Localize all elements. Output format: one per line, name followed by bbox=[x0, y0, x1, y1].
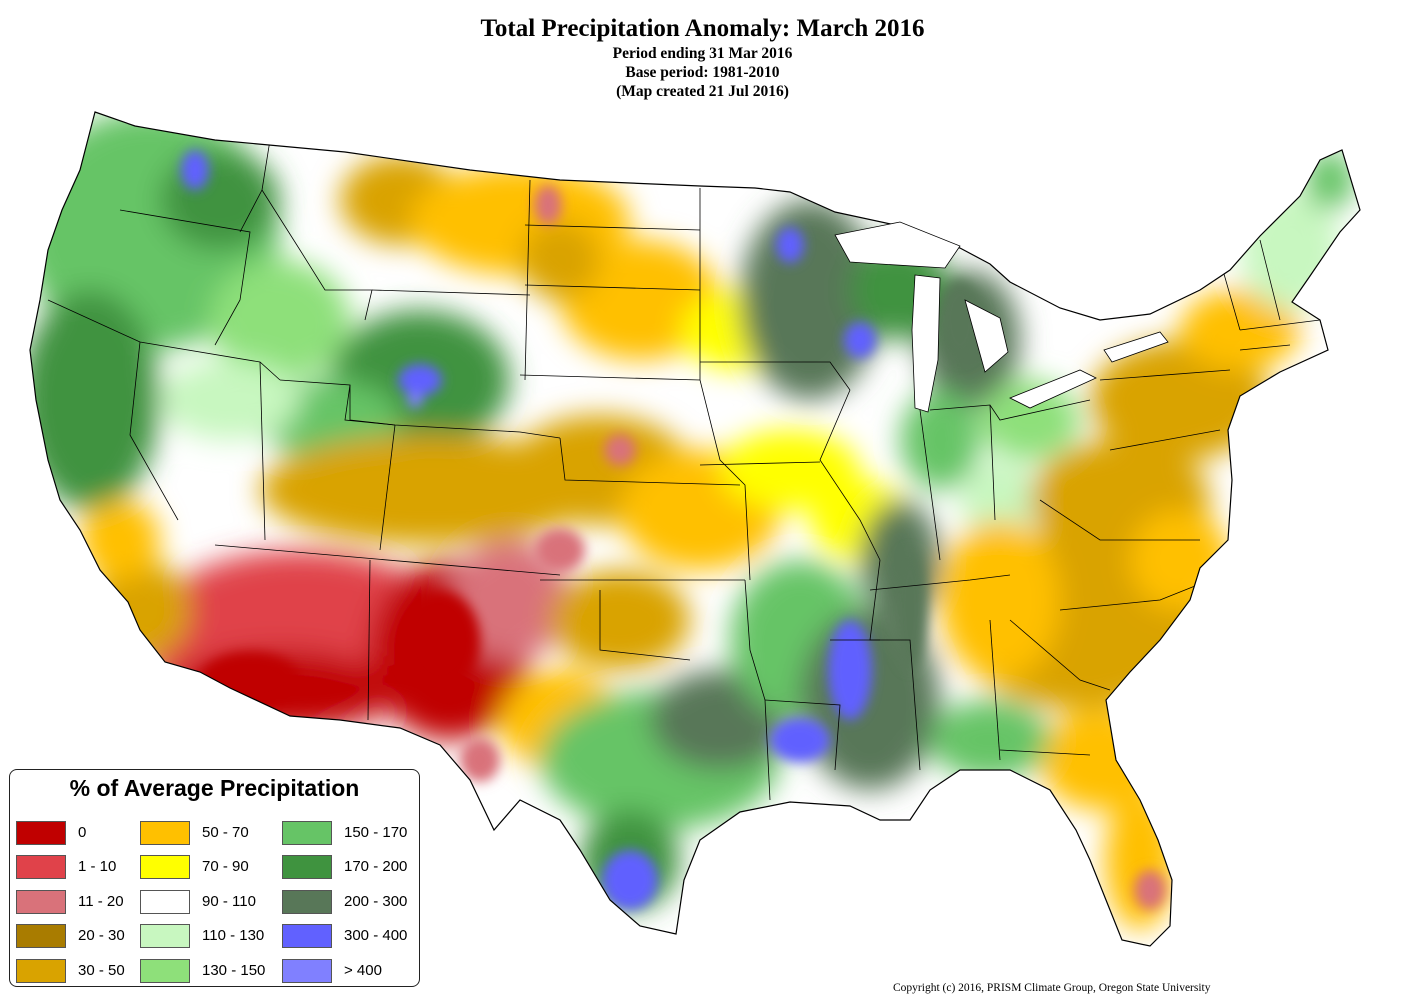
legend-swatch bbox=[16, 855, 66, 879]
legend-swatch bbox=[16, 821, 66, 845]
legend-item: 110 - 130 bbox=[140, 923, 275, 951]
base-period: Base period: 1981-2010 bbox=[625, 64, 780, 81]
us-outline bbox=[29, 111, 1361, 947]
legend-swatch bbox=[282, 959, 332, 983]
legend-label: 0 bbox=[78, 824, 87, 841]
legend-swatch bbox=[282, 855, 332, 879]
legend-label: > 400 bbox=[344, 962, 382, 979]
legend-label: 90 - 110 bbox=[202, 893, 256, 910]
lake-ontario bbox=[1103, 331, 1169, 363]
legend-item: 20 - 30 bbox=[16, 923, 151, 951]
legend-item: 11 - 20 bbox=[16, 889, 151, 917]
legend-item: 130 - 150 bbox=[140, 958, 275, 986]
legend-item: 70 - 90 bbox=[140, 854, 275, 882]
legend-label: 30 - 50 bbox=[78, 962, 125, 979]
legend-label: 110 - 130 bbox=[202, 927, 265, 944]
legend-item: 1 - 10 bbox=[16, 854, 151, 882]
legend-swatch bbox=[140, 890, 190, 914]
legend-swatch bbox=[140, 924, 190, 948]
legend-swatch bbox=[282, 924, 332, 948]
legend-item: 150 - 170 bbox=[282, 820, 417, 848]
state-boundaries bbox=[47, 139, 1321, 801]
period-ending: Period ending 31 Mar 2016 bbox=[612, 45, 793, 62]
legend: % of Average Precipitation 0 1 - 10 11 -… bbox=[9, 769, 420, 987]
legend-label: 11 - 20 bbox=[78, 893, 124, 910]
legend-swatch bbox=[282, 890, 332, 914]
legend-swatch bbox=[140, 821, 190, 845]
copyright-notice: Copyright (c) 2016, PRISM Climate Group,… bbox=[893, 982, 1211, 994]
legend-label: 50 - 70 bbox=[202, 824, 249, 841]
legend-label: 1 - 10 bbox=[78, 858, 117, 875]
legend-item: 30 - 50 bbox=[16, 958, 151, 986]
legend-item: 200 - 300 bbox=[282, 889, 417, 917]
legend-item: 300 - 400 bbox=[282, 923, 417, 951]
legend-item: 50 - 70 bbox=[140, 820, 275, 848]
legend-label: 300 - 400 bbox=[344, 927, 408, 944]
legend-swatch bbox=[16, 924, 66, 948]
legend-label: 130 - 150 bbox=[202, 962, 266, 979]
legend-swatch bbox=[16, 959, 66, 983]
legend-label: 200 - 300 bbox=[344, 893, 408, 910]
legend-swatch bbox=[140, 959, 190, 983]
legend-item: 170 - 200 bbox=[282, 854, 417, 882]
legend-item: > 400 bbox=[282, 958, 417, 986]
great-lakes bbox=[834, 221, 1169, 413]
legend-item: 90 - 110 bbox=[140, 889, 275, 917]
legend-swatch bbox=[16, 890, 66, 914]
legend-label: 150 - 170 bbox=[344, 824, 408, 841]
lake-erie bbox=[1009, 369, 1097, 409]
lake-superior bbox=[834, 221, 961, 269]
legend-swatch bbox=[140, 855, 190, 879]
map-created-date: (Map created 21 Jul 2016) bbox=[616, 83, 789, 100]
legend-swatch bbox=[282, 821, 332, 845]
map-header: Total Precipitation Anomaly: March 2016 … bbox=[0, 14, 1405, 101]
legend-label: 70 - 90 bbox=[202, 858, 249, 875]
legend-label: 170 - 200 bbox=[344, 858, 408, 875]
legend-label: 20 - 30 bbox=[78, 927, 125, 944]
lake-michigan bbox=[911, 274, 941, 413]
legend-title: % of Average Precipitation bbox=[69, 775, 360, 801]
lake-huron bbox=[964, 299, 1009, 373]
legend-item: 0 bbox=[16, 820, 151, 848]
map-title: Total Precipitation Anomaly: March 2016 bbox=[480, 15, 925, 42]
